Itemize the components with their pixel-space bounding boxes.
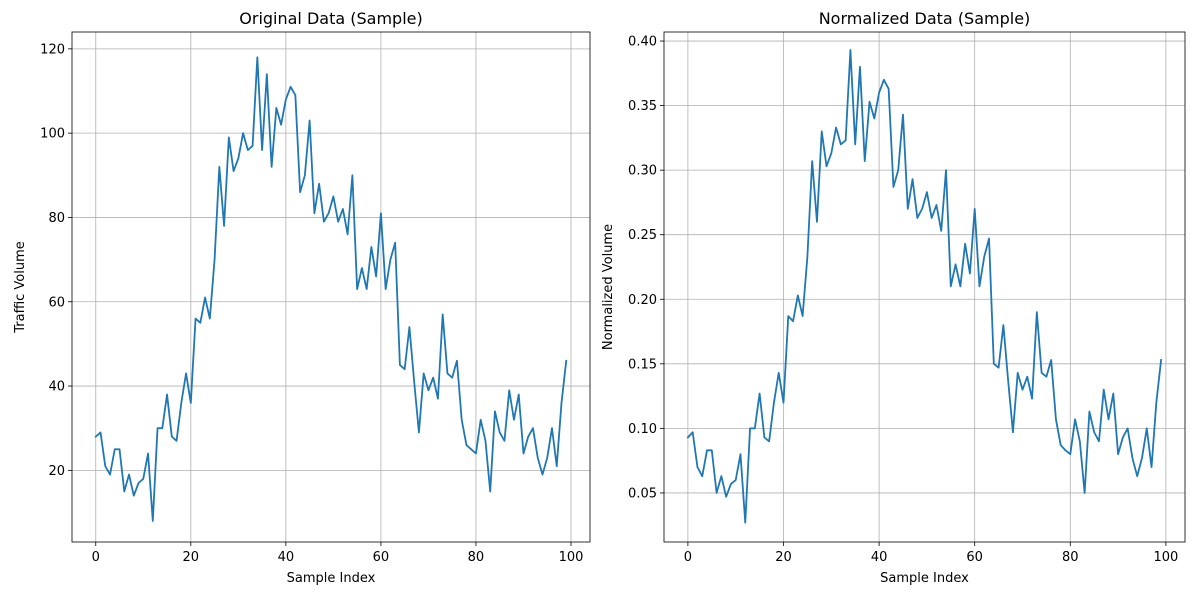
normalized-y-tick-label: 0.30 bbox=[628, 164, 657, 179]
normalized-y-axis-label: Normalized Volume bbox=[601, 224, 616, 350]
normalized-chart-title: Normalized Data (Sample) bbox=[819, 9, 1031, 28]
normalized-x-tick-label: 60 bbox=[966, 550, 983, 565]
original-x-tick-label: 40 bbox=[278, 550, 295, 565]
original-y-axis-label: Traffic Volume bbox=[13, 241, 28, 334]
normalized-x-tick-label: 80 bbox=[1062, 550, 1079, 565]
normalized-y-tick-label: 0.05 bbox=[628, 486, 657, 501]
original-x-tick-label: 100 bbox=[559, 550, 584, 565]
original-chart-title: Original Data (Sample) bbox=[239, 9, 422, 28]
normalized-x-tick-label: 40 bbox=[871, 550, 888, 565]
original-data-chart: 0 20 40 60 80 100 20 40 60 80 100 120 Original Data … bbox=[13, 9, 591, 586]
normalized-y-tick-label: 0.40 bbox=[628, 35, 657, 50]
normalized-x-tick-label: 0 bbox=[684, 550, 692, 565]
original-y-tick-label: 80 bbox=[48, 211, 65, 226]
normalized-y-tick-label: 0.15 bbox=[628, 357, 657, 372]
original-x-tick-label: 20 bbox=[183, 550, 200, 565]
original-y-tick-label: 60 bbox=[48, 295, 65, 310]
normalized-y-tick-label: 0.10 bbox=[628, 422, 657, 437]
normalized-y-tick-label: 0.25 bbox=[628, 228, 657, 243]
normalized-x-tick-label: 100 bbox=[1153, 550, 1178, 565]
normalized-y-tick-label: 0.35 bbox=[628, 99, 657, 114]
original-y-tick-label: 40 bbox=[48, 380, 65, 395]
normalized-data-chart: 0 20 40 60 80 100 0.05 0.10 0.15 0.20 0.25 0.30 0.35… bbox=[601, 9, 1186, 586]
original-series-line bbox=[94, 56, 568, 522]
normalized-x-axis-label: Sample Index bbox=[880, 571, 969, 586]
normalized-plot-frame bbox=[663, 31, 1186, 543]
original-plot-frame bbox=[71, 31, 591, 543]
original-x-tick-label: 80 bbox=[468, 550, 485, 565]
original-y-tick-label: 20 bbox=[48, 464, 65, 479]
original-y-tick-label: 100 bbox=[40, 127, 65, 142]
normalized-series-line bbox=[686, 49, 1163, 524]
original-gridlines bbox=[72, 32, 590, 542]
normalized-gridlines bbox=[664, 32, 1185, 542]
original-x-tick-label: 0 bbox=[92, 550, 100, 565]
original-y-tick-label: 120 bbox=[40, 42, 65, 57]
normalized-y-tick-label: 0.20 bbox=[628, 293, 657, 308]
original-x-axis-label: Sample Index bbox=[287, 571, 376, 586]
original-x-tick-label: 60 bbox=[373, 550, 390, 565]
normalized-x-tick-label: 20 bbox=[775, 550, 792, 565]
